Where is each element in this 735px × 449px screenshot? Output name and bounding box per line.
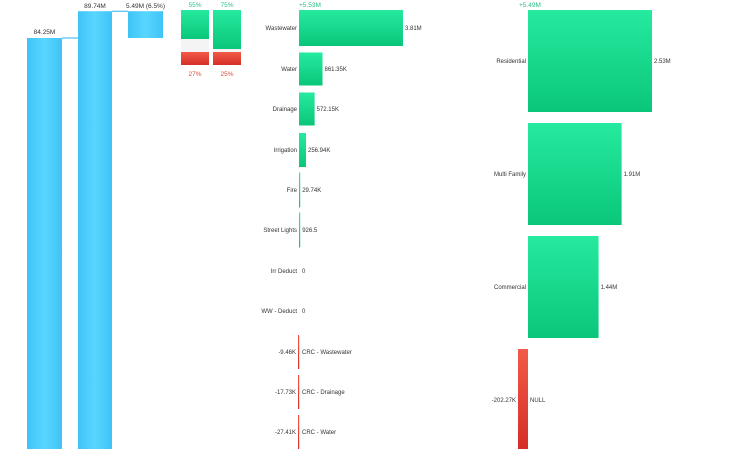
share-top-label: 55% — [188, 2, 201, 9]
share-bottom-label: 27% — [188, 71, 201, 78]
service-category-label: Fire — [287, 188, 298, 194]
waterfall-value-label: 89.74M — [84, 3, 106, 10]
service-value-label: -27.41K — [275, 430, 296, 436]
service-bar — [299, 212, 301, 248]
service-header: +5.53M — [299, 2, 321, 9]
service-category-label: Irrigation — [274, 148, 297, 154]
share-red-segment — [213, 52, 241, 65]
waterfall-bar — [128, 11, 163, 39]
service-bar — [298, 335, 300, 369]
service-category-label: CRC - Water — [302, 430, 336, 436]
service-value-label: 29.74K — [302, 188, 321, 194]
class-value-label: -202.27K — [492, 398, 516, 404]
service-value-label: -9.46K — [278, 350, 296, 356]
waterfall-value-label: 84.25M — [34, 29, 56, 36]
class-panel: +5.49M Residential 2.53M Multi Family 1.91M C… — [492, 2, 671, 449]
class-category-label: Multi Family — [494, 172, 526, 178]
class-bar — [518, 349, 528, 449]
service-value-label: 3.81M — [405, 26, 422, 32]
service-panel: +5.53M Wastewater 3.81M Water 861.35K Drainag… — [261, 2, 422, 449]
service-value-label: 256.94K — [308, 148, 330, 154]
share-top-label: 75% — [220, 2, 233, 9]
waterfall-panel: 84.25M 89.74M 5.49M (6.5%) — [27, 3, 165, 449]
service-category-label: Irr Deduct — [271, 269, 298, 275]
service-bar — [299, 172, 301, 208]
class-category-label: Commercial — [494, 285, 526, 291]
service-bar — [298, 415, 300, 449]
class-bar — [528, 10, 652, 112]
service-value-label: 572.15K — [317, 107, 339, 113]
service-category-label: Water — [281, 67, 297, 73]
waterfall-bar — [27, 38, 62, 449]
service-bar — [299, 133, 307, 167]
service-bar — [299, 92, 315, 126]
class-category-label: NULL — [530, 398, 546, 404]
class-header: +5.49M — [519, 2, 541, 9]
service-value-label: -17.73K — [275, 390, 296, 396]
class-bar — [528, 236, 599, 338]
service-category-label: Wastewater — [266, 26, 297, 32]
service-bar — [299, 52, 323, 86]
class-value-label: 2.53M — [654, 59, 671, 65]
service-category-label: WW - Deduct — [261, 309, 297, 315]
waterfall-value-label: 5.49M (6.5%) — [126, 3, 165, 10]
service-value-label: 926.5 — [302, 228, 318, 234]
share-bottom-label: 25% — [220, 71, 233, 78]
class-value-label: 1.44M — [601, 285, 618, 291]
share-green-segment — [213, 10, 241, 49]
share-panel: 55% 27% 75% 25% — [181, 2, 241, 78]
service-value-label: 861.35K — [325, 67, 347, 73]
service-bar — [299, 10, 403, 46]
service-value-label: 0 — [302, 269, 306, 275]
service-category-label: Street Lights — [263, 228, 297, 234]
share-red-segment — [181, 52, 209, 65]
class-value-label: 1.91M — [624, 172, 641, 178]
service-category-label: CRC - Wastewater — [302, 350, 352, 356]
service-value-label: 0 — [302, 309, 306, 315]
service-category-label: Drainage — [273, 107, 298, 113]
waterfall-bar — [78, 11, 112, 449]
share-green-segment — [181, 10, 209, 39]
class-category-label: Residential — [496, 59, 526, 65]
class-bar — [528, 123, 622, 225]
service-bar — [298, 375, 300, 409]
service-category-label: CRC - Drainage — [302, 390, 345, 396]
